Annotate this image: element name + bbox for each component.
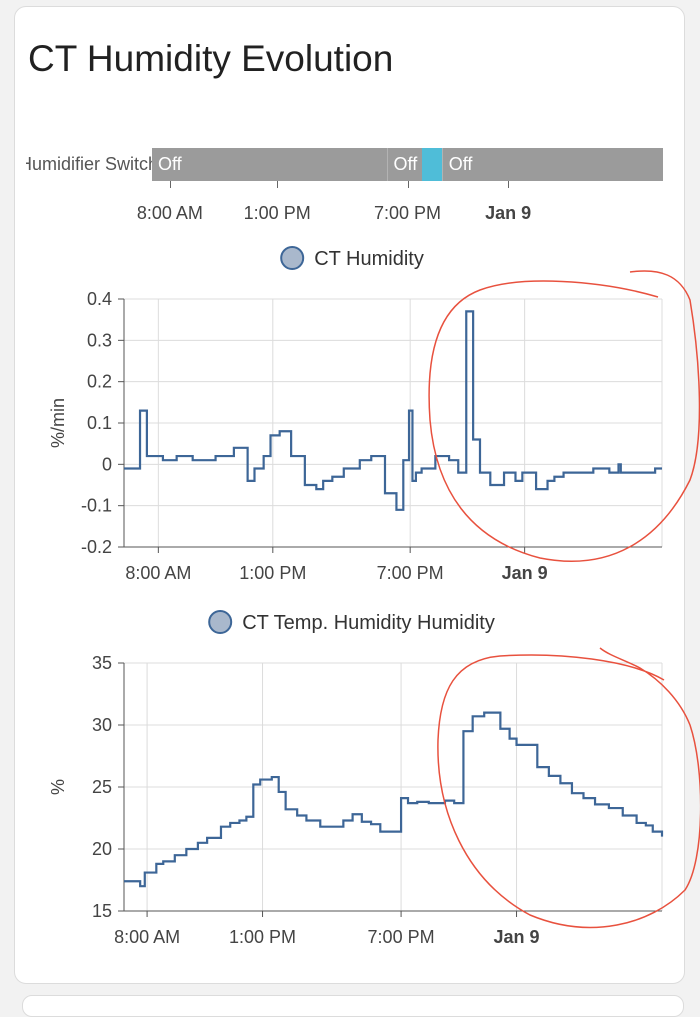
x-tick-label: Jan 9 <box>502 563 548 583</box>
series-line[interactable] <box>124 311 662 509</box>
x-tick-label: Jan 9 <box>494 927 540 947</box>
timeline-entity-label-text: CT Humidifier Switch <box>26 154 158 174</box>
x-tick-label: 7:00 PM <box>368 927 435 947</box>
timeline-tick <box>277 181 278 188</box>
y-tick-label: 0 <box>102 454 112 474</box>
legend-swatch[interactable] <box>281 247 303 269</box>
legend-label[interactable]: CT Humidity <box>314 248 424 270</box>
y-tick-label: -0.1 <box>81 496 112 516</box>
y-axis-label: %/min <box>48 398 68 448</box>
timeline-tick <box>170 181 171 188</box>
legend-swatch[interactable] <box>209 611 231 633</box>
timeline-segment-on[interactable] <box>422 148 441 181</box>
y-tick-label: 30 <box>92 715 112 735</box>
series-line[interactable] <box>124 713 662 887</box>
x-tick-label: 8:00 AM <box>125 563 191 583</box>
legend-label[interactable]: CT Temp. Humidity Humidity <box>242 612 495 634</box>
timeline-tick-label: 8:00 AM <box>137 203 203 224</box>
x-tick-label: 1:00 PM <box>229 927 296 947</box>
y-tick-label: 15 <box>92 901 112 921</box>
y-tick-label: 0.3 <box>87 330 112 350</box>
timeline-tick-label: 1:00 PM <box>244 203 311 224</box>
y-tick-label: 0.1 <box>87 413 112 433</box>
timeline-segment-off[interactable]: Off <box>442 148 663 181</box>
y-tick-label: -0.2 <box>81 537 112 557</box>
humidity-rate-chart[interactable]: CT Humidity -0.2 -0.1 0 0.1 0.2 0.3 0.4 8:00 AM 1… <box>0 240 700 590</box>
humidity-level-chart[interactable]: CT Temp. Humidity Humidity 15 20 25 30 35 8:00… <box>0 604 700 954</box>
card-title: CT Humidity Evolution <box>28 38 393 80</box>
timeline-segment-off[interactable]: Off <box>387 148 423 181</box>
x-tick-label: 7:00 PM <box>377 563 444 583</box>
timeline-tick <box>408 181 409 188</box>
y-tick-label: 25 <box>92 777 112 797</box>
next-card <box>22 995 684 1017</box>
x-tick-label: 8:00 AM <box>114 927 180 947</box>
y-tick-label: 35 <box>92 653 112 673</box>
y-axis-label: % <box>48 779 68 795</box>
timeline-tick-label: 7:00 PM <box>374 203 441 224</box>
y-tick-label: 0.4 <box>87 289 112 309</box>
timeline-tick <box>508 181 509 188</box>
timeline-segment-off[interactable]: Off <box>152 148 387 181</box>
timeline-entity-label: CT Humidifier Switch <box>26 154 158 175</box>
timeline-tick-label: Jan 9 <box>485 203 531 224</box>
x-tick-label: 1:00 PM <box>239 563 306 583</box>
y-tick-label: 0.2 <box>87 372 112 392</box>
y-tick-label: 20 <box>92 839 112 859</box>
